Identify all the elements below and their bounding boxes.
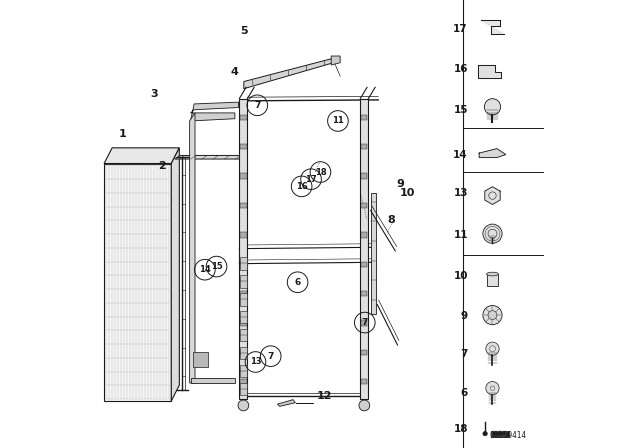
Bar xyxy=(240,320,246,326)
Circle shape xyxy=(483,224,502,243)
Bar xyxy=(361,203,367,208)
Polygon shape xyxy=(479,149,506,158)
Bar xyxy=(240,293,246,306)
Bar xyxy=(240,347,246,359)
Text: 18: 18 xyxy=(315,168,326,177)
Bar xyxy=(240,365,246,377)
Text: 12: 12 xyxy=(317,391,332,401)
Bar xyxy=(361,173,367,179)
Text: 18: 18 xyxy=(453,424,468,434)
Polygon shape xyxy=(104,148,179,164)
Text: 2: 2 xyxy=(159,161,166,171)
Circle shape xyxy=(486,382,499,395)
Polygon shape xyxy=(239,99,248,399)
Text: 00159414: 00159414 xyxy=(490,431,527,440)
Circle shape xyxy=(238,400,249,411)
Bar xyxy=(361,349,367,355)
Bar xyxy=(240,275,246,288)
Polygon shape xyxy=(189,113,195,383)
Bar xyxy=(361,379,367,384)
Text: 7: 7 xyxy=(254,101,260,110)
Bar xyxy=(240,262,246,267)
Text: 17: 17 xyxy=(305,175,317,184)
Polygon shape xyxy=(191,102,239,121)
Text: 7: 7 xyxy=(460,349,468,359)
Circle shape xyxy=(484,99,500,115)
Ellipse shape xyxy=(486,272,499,276)
Text: 7: 7 xyxy=(268,352,274,361)
Text: 14: 14 xyxy=(199,265,211,274)
Text: 14: 14 xyxy=(453,150,468,159)
Polygon shape xyxy=(104,164,172,401)
Polygon shape xyxy=(371,193,376,314)
Bar xyxy=(240,383,246,395)
Text: 8: 8 xyxy=(388,215,396,224)
Text: 13: 13 xyxy=(453,188,468,198)
Text: 9: 9 xyxy=(397,179,404,189)
Circle shape xyxy=(359,400,370,411)
Text: 4: 4 xyxy=(231,67,239,77)
Polygon shape xyxy=(175,155,245,159)
Text: 6: 6 xyxy=(294,278,301,287)
Circle shape xyxy=(483,431,487,436)
Polygon shape xyxy=(191,378,235,383)
Bar xyxy=(361,232,367,237)
Bar xyxy=(491,431,509,436)
Text: 11: 11 xyxy=(453,230,468,240)
Text: 15: 15 xyxy=(211,262,222,271)
Bar xyxy=(240,115,246,120)
Bar xyxy=(361,320,367,326)
Text: 1: 1 xyxy=(119,129,127,139)
Polygon shape xyxy=(172,148,179,401)
Circle shape xyxy=(486,342,499,355)
Bar xyxy=(240,203,246,208)
Polygon shape xyxy=(278,400,296,406)
Polygon shape xyxy=(332,56,340,65)
Text: 10: 10 xyxy=(453,271,468,280)
Bar xyxy=(361,144,367,150)
Text: 16: 16 xyxy=(453,65,468,74)
Polygon shape xyxy=(484,187,500,204)
Text: 3: 3 xyxy=(150,89,158,99)
Circle shape xyxy=(488,310,497,319)
Bar xyxy=(486,274,499,286)
Bar xyxy=(361,262,367,267)
Circle shape xyxy=(483,306,502,325)
Bar xyxy=(240,144,246,150)
Bar xyxy=(240,349,246,355)
Polygon shape xyxy=(477,65,501,78)
Text: 16: 16 xyxy=(296,182,307,191)
Text: 17: 17 xyxy=(453,24,468,34)
Text: 15: 15 xyxy=(453,105,468,115)
Text: 13: 13 xyxy=(250,358,261,366)
Bar xyxy=(240,257,246,270)
Bar xyxy=(240,329,246,341)
Text: 7: 7 xyxy=(362,318,368,327)
Bar xyxy=(240,379,246,384)
Text: 6: 6 xyxy=(461,388,468,398)
Text: 5: 5 xyxy=(240,26,248,36)
Polygon shape xyxy=(193,352,209,367)
Bar xyxy=(240,173,246,179)
Bar xyxy=(361,115,367,120)
Bar xyxy=(493,431,506,436)
Text: 10: 10 xyxy=(399,188,415,198)
Text: 9: 9 xyxy=(461,311,468,321)
Polygon shape xyxy=(360,99,369,399)
Polygon shape xyxy=(244,58,333,89)
Bar xyxy=(240,311,246,323)
Bar xyxy=(361,291,367,296)
Polygon shape xyxy=(481,20,504,34)
Bar xyxy=(240,232,246,237)
Bar xyxy=(240,291,246,296)
Text: 11: 11 xyxy=(332,116,344,125)
